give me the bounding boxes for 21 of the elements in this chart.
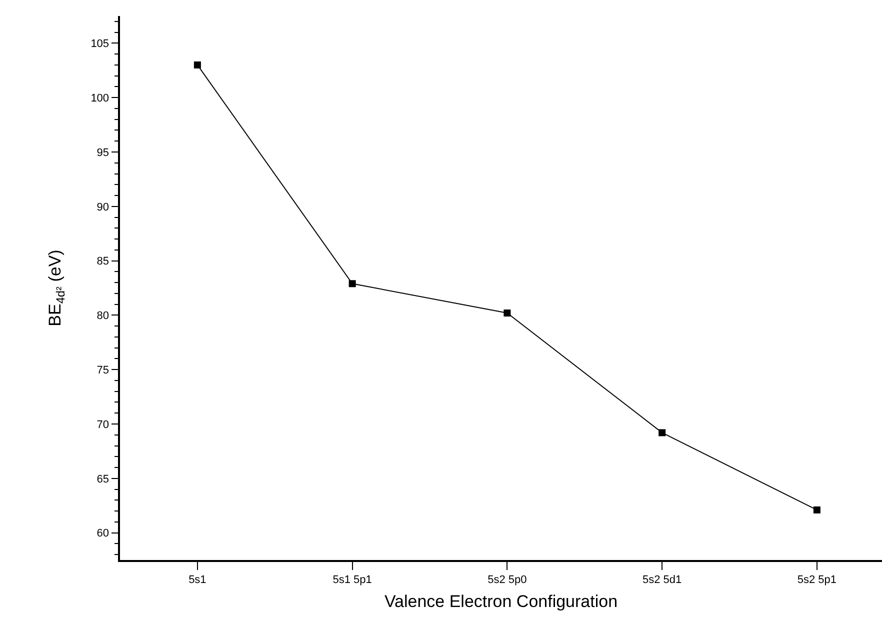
x-tick-label: 5s1	[188, 574, 206, 586]
y-tick-label: 60	[96, 528, 110, 540]
x-tick-label: 5s2 5d1	[642, 574, 682, 586]
point	[813, 506, 820, 514]
point	[658, 429, 666, 436]
y-tick-label: 95	[96, 146, 110, 159]
y-tick-label: 80	[96, 310, 110, 322]
y-tick-label: 65	[96, 473, 110, 486]
x-tick-label: 5s2 5p0	[488, 574, 527, 586]
y-tick-label: 105	[90, 38, 110, 50]
y-tick-label: 85	[96, 256, 110, 268]
point	[348, 280, 356, 288]
y-tick-label: 75	[96, 364, 110, 376]
point	[504, 310, 511, 317]
y-tick-label: 70	[96, 418, 110, 431]
x-axis-title: Valence Electron Configuration	[384, 592, 618, 611]
y-tick-label: 90	[96, 201, 110, 214]
point	[194, 61, 201, 68]
x-tick-label: 5s1 5p1	[332, 574, 372, 586]
x-tick-label: 5s2 5p1	[797, 574, 837, 586]
y-tick-label: 100	[90, 92, 110, 104]
